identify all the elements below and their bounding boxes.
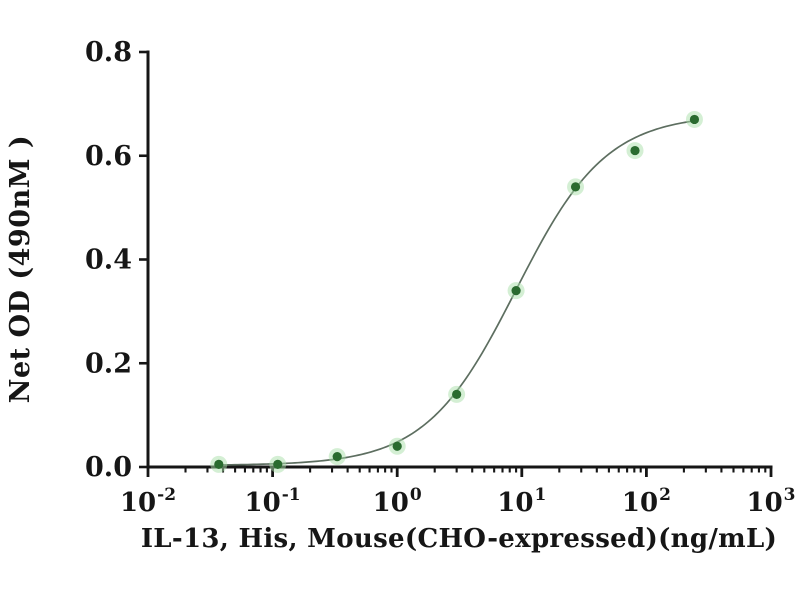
x-tick-label: 10-1 bbox=[245, 485, 301, 518]
x-tick-label: 100 bbox=[373, 485, 422, 518]
x-tick-exponent: 0 bbox=[410, 485, 422, 505]
data-point bbox=[452, 389, 462, 399]
x-tick-exponent: -2 bbox=[157, 485, 176, 505]
data-point bbox=[214, 459, 224, 470]
x-tick-label: 101 bbox=[497, 485, 546, 518]
x-tick-label: 103 bbox=[746, 485, 795, 518]
y-tick-label: 0.4 bbox=[85, 245, 132, 276]
y-tick-label: 0.2 bbox=[85, 348, 132, 379]
x-tick-label: 10-2 bbox=[120, 485, 176, 518]
x-tick-exponent: -1 bbox=[282, 485, 301, 505]
data-point bbox=[630, 145, 640, 156]
x-tick-exponent: 2 bbox=[659, 485, 671, 505]
x-tick-label: 102 bbox=[622, 485, 671, 518]
fit-curve bbox=[218, 120, 695, 466]
y-axis-title: Net OD (490nM ) bbox=[5, 134, 36, 404]
data-point bbox=[332, 452, 342, 462]
x-tick-exponent: 1 bbox=[534, 485, 546, 505]
x-tick-exponent: 3 bbox=[784, 485, 796, 505]
data-point bbox=[511, 286, 521, 296]
y-tick-label: 0.6 bbox=[85, 141, 132, 172]
data-point bbox=[392, 441, 402, 451]
y-tick-label: 0.0 bbox=[85, 452, 132, 483]
data-point bbox=[570, 182, 581, 192]
data-point bbox=[689, 114, 700, 125]
data-point bbox=[273, 459, 283, 470]
y-tick-label: 0.8 bbox=[85, 37, 132, 68]
x-axis-title: IL-13, His, Mouse(CHO-expressed)(ng/mL) bbox=[140, 524, 778, 554]
